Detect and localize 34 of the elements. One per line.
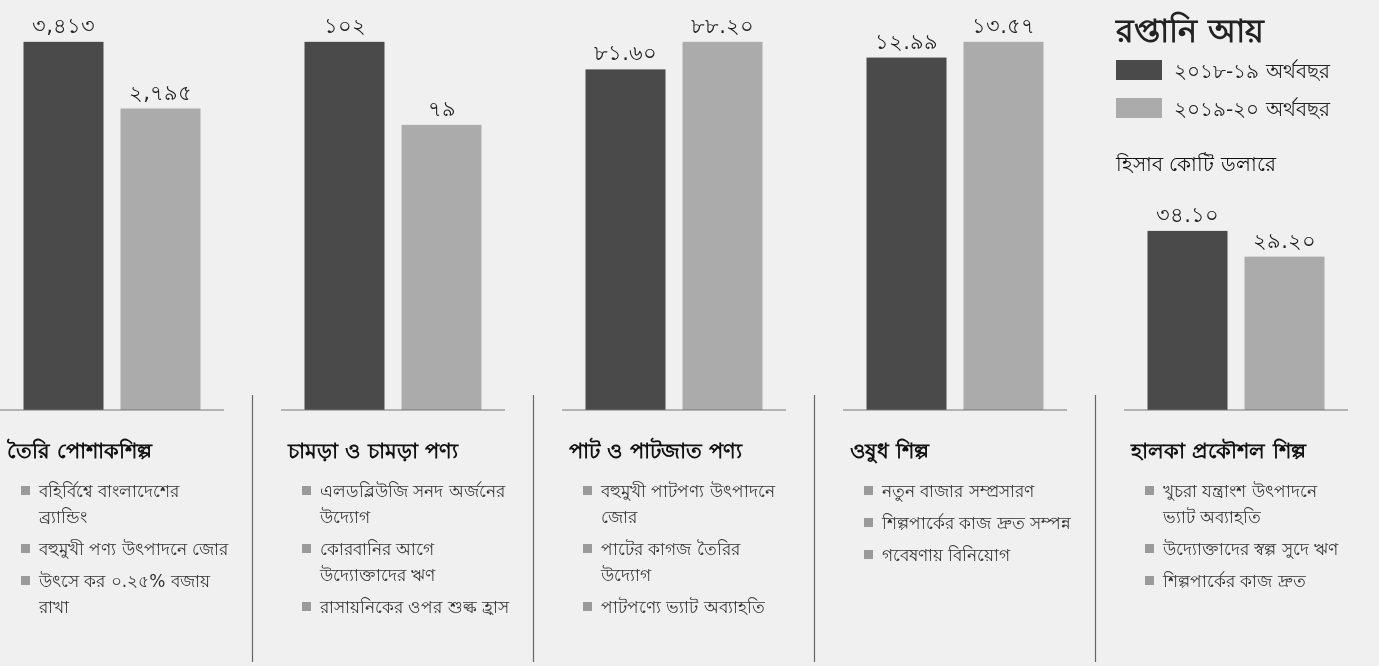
text: খুচরা যন্ত্রাংশ উৎপাদনে ভ্যাট অব্যাহতি [1162,481,1318,527]
text: পাট ও পাটজাত পণ্য [569,437,743,463]
data-label: ৭৯ [427,96,456,121]
data-label: ২,৭৯৫ [129,80,192,105]
text: গবেষণায় বিনিয়োগ [882,545,1012,565]
text: ওষুধ শিল্প [850,438,931,464]
text: এলডব্লিউজি সনদ অর্জনের উদ্যোগ [319,481,506,527]
text: বহুমুখী পণ্য উৎপাদনে জোর [38,539,230,559]
text: নতুন বাজার সম্প্রসারণ [881,481,1035,502]
data-label: ৮৮.২০ [691,13,754,38]
data-label: ৩৪.১০ [1156,202,1219,227]
chart-subtitle: হিসাব কোটি ডলারে [1115,152,1277,176]
legend-label: ২০১৮-১৯ অর্থবছর [1174,59,1331,83]
data-label: ৮১.৬০ [594,41,657,66]
legend-label: ২০১৯-২০ অর্থবছর [1174,97,1331,121]
text: শিল্পপার্কের কাজ দ্রুত সম্পন্ন [881,513,1072,533]
text: তৈরি পোশাকশিল্প [6,438,154,463]
text: পাটপণ্যে ভ্যাট অব্যাহতি [601,597,765,617]
data-label: ২৯.২০ [1253,228,1316,253]
data-label: ১২.৯৯ [875,29,938,54]
text: উদ্যোক্তাদের স্বল্প সুদে ঋণ [1162,539,1340,559]
text: শিল্পপার্কের কাজ দ্রুত [1162,571,1306,591]
text: বহির্বিশ্বে বাংলাদেশের ব্র্যান্ডিং [38,481,181,527]
text: রাসায়নিকের ওপর শুল্ক হ্রাস [319,597,511,617]
legend-title: রপ্তানি আয় [1115,11,1266,50]
text: উৎসে কর ০.২৫% বজায় রাখা [38,571,211,617]
text: পাটের কাগজ তৈরির উদ্যোগ [600,539,741,585]
data-label: ৩,৪১৩ [32,13,95,38]
data-label: ১৩.৫৭ [972,13,1035,38]
text: হালকা প্রকৌশল শিল্প [1130,438,1307,463]
text: বহুমুখী পাটপণ্য উৎপাদনে জোর [600,481,776,527]
data-label: ১০২ [323,13,366,38]
text: কোরবানির আগে উদ্যোক্তাদের ঋণ [319,539,437,585]
text: চামড়া ও চামড়া পণ্য [287,439,459,463]
